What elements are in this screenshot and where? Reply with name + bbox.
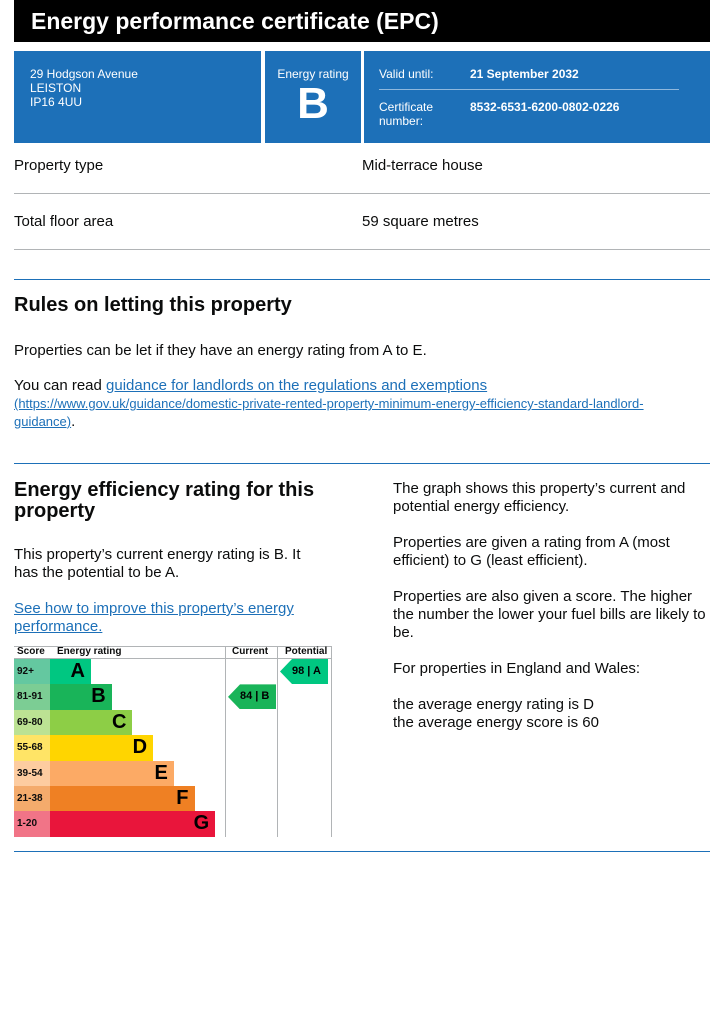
letting-text: Properties can be let if they have an en…	[14, 342, 427, 359]
property-type-label: Property type	[14, 157, 104, 174]
efficiency-explanation: The graph shows this property’s current …	[393, 480, 708, 732]
rating-panel: Energy rating B	[265, 51, 361, 143]
energy-rating-label: Energy rating	[277, 67, 349, 81]
score-header: Score	[17, 646, 45, 657]
address-panel: 29 Hodgson Avenue LEISTON IP16 4UU	[14, 51, 261, 143]
certificate-label: Certificate number:	[379, 100, 434, 128]
certificate-panel: Valid until: 21 September 2032 Certifica…	[364, 51, 710, 143]
potential-rating-arrow: 98 | A	[280, 659, 328, 684]
epc-rating-chart: Score Energy rating Current Potential 92…	[14, 646, 332, 837]
rating-bar-B: B	[50, 684, 112, 710]
efficiency-text: This property’s current energy rating is…	[14, 546, 301, 581]
explanation-text: Properties are also given a score. The h…	[393, 588, 706, 641]
floor-area-value: 59 square metres	[362, 213, 479, 230]
average-rating-text: the average energy rating is D	[393, 696, 594, 713]
energy-rating-value: B	[297, 79, 329, 128]
explanation-text: The graph shows this property’s current …	[393, 480, 686, 515]
floor-area-label: Total floor area	[14, 213, 114, 230]
letting-guidance-text: You can read	[14, 377, 107, 394]
score-range-A: 92+	[14, 659, 50, 685]
score-range-D: 55-68	[14, 735, 50, 761]
address-line: 29 Hodgson Avenue	[30, 67, 138, 81]
address-line: IP16 4UU	[30, 95, 83, 109]
explanation-text: Properties are given a rating from A (mo…	[393, 534, 670, 569]
rating-bar-A: A	[50, 659, 91, 685]
current-rating-arrow: 84 | B	[228, 684, 276, 710]
page-title: Energy performance certificate (EPC)	[14, 0, 710, 42]
period: .	[71, 413, 76, 430]
energy-rating-header: Energy rating	[57, 646, 122, 657]
address-line: LEISTON	[30, 81, 82, 95]
average-score-text: the average energy score is 60	[393, 714, 599, 731]
landlord-guidance-link[interactable]: guidance for landlords on the regulation…	[106, 377, 488, 394]
current-header: Current	[232, 646, 269, 657]
score-range-E: 39-54	[14, 760, 50, 786]
rating-bar-G: G	[50, 811, 216, 837]
explanation-text: For properties in England and Wales:	[393, 660, 641, 677]
score-range-G: 1-20	[14, 811, 50, 837]
rating-bar-E: E	[50, 760, 174, 786]
property-type-value: Mid-terrace house	[362, 157, 483, 174]
valid-until-value: 21 September 2032	[470, 67, 579, 81]
valid-until-label: Valid until:	[379, 67, 434, 81]
rating-bar-F: F	[50, 786, 195, 812]
score-range-B: 81-91	[14, 684, 50, 710]
efficiency-heading: Energy efficiency rating for this proper…	[14, 479, 315, 522]
improve-link[interactable]: See how to improve this property’s energ…	[14, 600, 294, 635]
score-range-F: 21-38	[14, 786, 50, 812]
rating-bar-C: C	[50, 709, 133, 736]
certificate-number: 8532-6531-6200-0802-0226	[470, 100, 620, 114]
landlord-guidance-url[interactable]: (https://www.gov.uk/guidance/domestic-pr…	[14, 396, 644, 429]
rating-bar-D: D	[50, 735, 154, 761]
letting-heading: Rules on letting this property	[14, 294, 292, 316]
potential-header: Potential	[285, 646, 328, 657]
score-range-C: 69-80	[14, 709, 50, 736]
